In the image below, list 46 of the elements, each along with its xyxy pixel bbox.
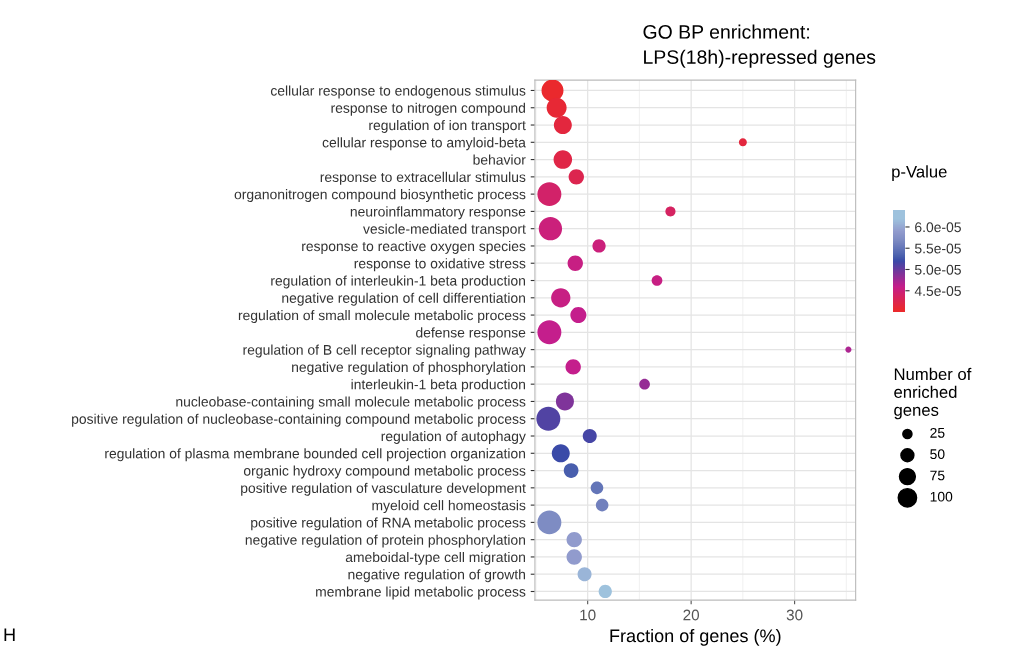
y-tick-label: positive regulation of nucleobase-containing compound metabolic process [72,413,526,427]
y-tick-label: response to reactive oxygen species [302,240,526,254]
y-tick-label: negative regulation of protein phosphorylation [245,534,525,548]
color-bar-label: 5.5e-05 [914,243,961,254]
color-bar-label: 6.0e-05 [915,222,961,233]
y-tick-label: membrane lipid metabolic process [316,586,526,600]
color-bar-label: 5.0e-05 [914,264,961,275]
legend-label: 100 [930,491,953,502]
color-bar-title: p-Value [892,165,947,181]
y-tick-label: positive regulation of RNA metabolic process [251,517,526,531]
legend-label: 75 [930,470,945,481]
y-tick-label: ameboidal-type cell migration [345,551,525,565]
y-tick-label: organonitrogen compound biosynthetic process [234,189,526,203]
x-tick-label: 20 [683,609,700,621]
y-tick-label: cellular response to amyloid-beta [322,137,526,151]
text: H [4,628,15,641]
y-tick-label: vesicle-mediated transport [363,223,526,237]
y-tick-label: regulation of plasma membrane bounded cell projection organization [105,448,526,462]
y-tick-label: response to nitrogen compound [331,102,525,116]
legend-title: Number of enriched genes [894,367,972,420]
y-tick-label: organic hydroxy compound metabolic process [243,465,526,479]
y-tick-label: interleukin-1 beta production [351,379,525,393]
y-tick-label: neuroinflammatory response [350,206,526,220]
y-tick-label: regulation of small molecule metabolic process [238,310,526,323]
y-tick-label: positive regulation of vasculature development [241,482,526,496]
y-tick-label: response to extracellular stimulus [320,171,526,185]
y-tick-label: regulation of ion transport [369,119,526,133]
color-bar-label: 4.5e-05 [914,286,961,296]
y-tick-label: response to oxidative stress [354,258,526,272]
y-tick-label: negative regulation of phosphorylation [292,361,525,375]
y-tick-label: negative regulation of growth [348,569,525,583]
y-tick-label: behavior [473,154,526,165]
y-tick-label: cellular response to endogenous stimulus [270,85,526,99]
y-tick-label: regulation of autophagy [381,430,526,444]
legend-label: 50 [930,449,945,460]
x-tick-label: 30 [786,609,803,621]
legend-label: 25 [930,427,945,438]
y-tick-label: regulation of interleukin-1 beta production [271,275,525,289]
x-tick-label: 10 [580,609,596,621]
y-tick-label: nucleobase-containing small molecule metabolic process [176,396,526,410]
y-tick-label: regulation of B cell receptor signaling pathway [243,344,526,358]
x-axis-title: Fraction of genes (%) [610,628,781,646]
y-tick-label: defense response [416,327,526,341]
y-tick-label: myeloid cell homeostasis [372,500,526,514]
y-tick-label: negative regulation of cell differentiation [282,292,525,306]
chart-title: GO BP enrichment: LPS(18h)-repressed genes [643,24,876,68]
